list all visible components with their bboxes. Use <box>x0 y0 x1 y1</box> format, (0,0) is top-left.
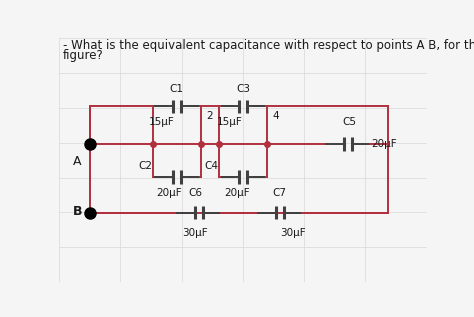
Text: figure?: figure? <box>63 49 104 62</box>
Text: C7: C7 <box>273 188 287 198</box>
Text: C5: C5 <box>342 117 356 127</box>
Text: C1: C1 <box>170 84 184 94</box>
Text: C6: C6 <box>188 188 202 198</box>
Text: 30μF: 30μF <box>280 228 305 238</box>
Text: 4: 4 <box>272 111 279 121</box>
Text: A: A <box>73 155 82 168</box>
Text: 20μF: 20μF <box>225 188 250 198</box>
Text: - What is the equivalent capacitance with respect to points A B, for the circuit: - What is the equivalent capacitance wit… <box>63 39 474 52</box>
Text: 15μF: 15μF <box>217 117 243 127</box>
Text: C2: C2 <box>138 161 153 171</box>
Text: C3: C3 <box>236 84 250 94</box>
Text: C4: C4 <box>205 161 219 171</box>
Text: 15μF: 15μF <box>149 117 175 127</box>
Text: B: B <box>73 205 82 218</box>
Text: 20μF: 20μF <box>156 188 182 198</box>
Text: 30μF: 30μF <box>182 228 208 238</box>
Text: 20μF: 20μF <box>372 139 397 149</box>
Text: 2: 2 <box>206 111 213 121</box>
